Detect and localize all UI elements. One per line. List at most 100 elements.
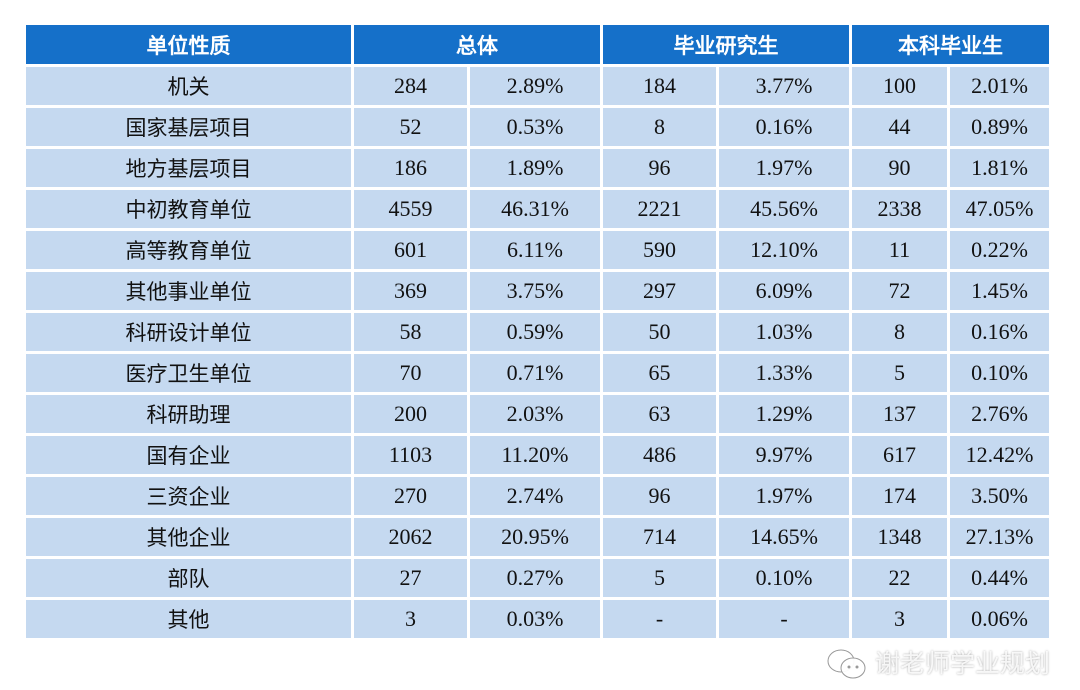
header-undergraduate: 本科毕业生 <box>852 25 1049 64</box>
value-cell: 52 <box>354 108 467 146</box>
table-row: 机关 284 2.89% 184 3.77% 100 2.01% <box>26 67 1049 105</box>
value-cell: 12.10% <box>719 231 849 269</box>
employment-table: 单位性质 总体 毕业研究生 本科毕业生 机关 284 2.89% 184 3.77% 10… <box>23 22 1052 641</box>
watermark-text: 谢老师学业规划 <box>874 649 1050 678</box>
value-cell: 270 <box>354 477 467 515</box>
value-cell: 0.10% <box>950 354 1049 392</box>
value-cell: 8 <box>603 108 716 146</box>
value-cell: 3.75% <box>470 272 600 310</box>
table-row: 中初教育单位 4559 46.31% 2221 45.56% 2338 47.05% <box>26 190 1049 228</box>
table-row: 科研设计单位 58 0.59% 50 1.03% 8 0.16% <box>26 313 1049 351</box>
unit-type-cell: 科研助理 <box>26 395 351 433</box>
table-row: 科研助理 200 2.03% 63 1.29% 137 2.76% <box>26 395 1049 433</box>
value-cell: 9.97% <box>719 436 849 474</box>
value-cell: 0.16% <box>950 313 1049 351</box>
value-cell: 617 <box>852 436 947 474</box>
value-cell: 2221 <box>603 190 716 228</box>
value-cell: 11 <box>852 231 947 269</box>
table-row: 部队 27 0.27% 5 0.10% 22 0.44% <box>26 559 1049 597</box>
value-cell: 284 <box>354 67 467 105</box>
value-cell: 186 <box>354 149 467 187</box>
header-row: 单位性质 总体 毕业研究生 本科毕业生 <box>26 25 1049 64</box>
value-cell: 1348 <box>852 518 947 556</box>
value-cell: 601 <box>354 231 467 269</box>
unit-type-cell: 其他 <box>26 600 351 638</box>
value-cell: 184 <box>603 67 716 105</box>
value-cell: 2.03% <box>470 395 600 433</box>
table-row: 其他 3 0.03% - -3 0.06% <box>26 600 1049 638</box>
header-graduate: 毕业研究生 <box>603 25 849 64</box>
value-cell: 8 <box>852 313 947 351</box>
value-cell: 174 <box>852 477 947 515</box>
value-cell: - <box>719 600 849 638</box>
value-cell: 50 <box>603 313 716 351</box>
unit-type-cell: 其他事业单位 <box>26 272 351 310</box>
unit-type-cell: 国有企业 <box>26 436 351 474</box>
value-cell: 11.20% <box>470 436 600 474</box>
header-overall: 总体 <box>354 25 600 64</box>
value-cell: 44 <box>852 108 947 146</box>
watermark: 谢老师学业规划 <box>827 648 1050 680</box>
value-cell: 1.29% <box>719 395 849 433</box>
value-cell: 2.89% <box>470 67 600 105</box>
table-row: 其他企业 2062 20.95% 714 14.65% 1348 27.13% <box>26 518 1049 556</box>
value-cell: 0.53% <box>470 108 600 146</box>
unit-type-cell: 中初教育单位 <box>26 190 351 228</box>
value-cell: 27.13% <box>950 518 1049 556</box>
value-cell: 3.50% <box>950 477 1049 515</box>
value-cell: 1.97% <box>719 477 849 515</box>
value-cell: 46.31% <box>470 190 600 228</box>
value-cell: 6.11% <box>470 231 600 269</box>
value-cell: 4559 <box>354 190 467 228</box>
value-cell: 0.89% <box>950 108 1049 146</box>
value-cell: 6.09% <box>719 272 849 310</box>
value-cell: 137 <box>852 395 947 433</box>
value-cell: 3 <box>354 600 467 638</box>
value-cell: 0.06% <box>950 600 1049 638</box>
value-cell: 100 <box>852 67 947 105</box>
value-cell: 0.22% <box>950 231 1049 269</box>
table-row: 国家基层项目 52 0.53% 8 0.16% 44 0.89% <box>26 108 1049 146</box>
table-row: 医疗卫生单位 70 0.71% 65 1.33% 5 0.10% <box>26 354 1049 392</box>
value-cell: 0.10% <box>719 559 849 597</box>
value-cell: 12.42% <box>950 436 1049 474</box>
wechat-icon <box>827 649 866 679</box>
value-cell: 5 <box>852 354 947 392</box>
value-cell: 1.03% <box>719 313 849 351</box>
value-cell: 590 <box>603 231 716 269</box>
unit-type-cell: 科研设计单位 <box>26 313 351 351</box>
value-cell: 200 <box>354 395 467 433</box>
value-cell: 1.33% <box>719 354 849 392</box>
value-cell: 0.27% <box>470 559 600 597</box>
table-row: 国有企业 1103 11.20% 486 9.97% 617 12.42% <box>26 436 1049 474</box>
value-cell: 2.74% <box>470 477 600 515</box>
value-cell: 1.97% <box>719 149 849 187</box>
value-cell: 2.76% <box>950 395 1049 433</box>
value-cell: 3.77% <box>719 67 849 105</box>
value-cell: 45.56% <box>719 190 849 228</box>
value-cell: 297 <box>603 272 716 310</box>
value-cell: 2338 <box>852 190 947 228</box>
table-row: 地方基层项目 186 1.89% 96 1.97% 90 1.81% <box>26 149 1049 187</box>
unit-type-cell: 其他企业 <box>26 518 351 556</box>
value-cell: 70 <box>354 354 467 392</box>
value-cell: 0.71% <box>470 354 600 392</box>
value-cell: 2.01% <box>950 67 1049 105</box>
value-cell: 90 <box>852 149 947 187</box>
value-cell: 3 <box>852 600 947 638</box>
value-cell: 1.45% <box>950 272 1049 310</box>
header-unit-type: 单位性质 <box>26 25 351 64</box>
unit-type-cell: 医疗卫生单位 <box>26 354 351 392</box>
value-cell: 65 <box>603 354 716 392</box>
value-cell: 1.81% <box>950 149 1049 187</box>
value-cell: 714 <box>603 518 716 556</box>
table-row: 其他事业单位 369 3.75% 297 6.09% 72 1.45% <box>26 272 1049 310</box>
value-cell: 96 <box>603 477 716 515</box>
value-cell: 486 <box>603 436 716 474</box>
value-cell: 58 <box>354 313 467 351</box>
unit-type-cell: 部队 <box>26 559 351 597</box>
unit-type-cell: 地方基层项目 <box>26 149 351 187</box>
value-cell: 0.16% <box>719 108 849 146</box>
unit-type-cell: 高等教育单位 <box>26 231 351 269</box>
value-cell: 2062 <box>354 518 467 556</box>
